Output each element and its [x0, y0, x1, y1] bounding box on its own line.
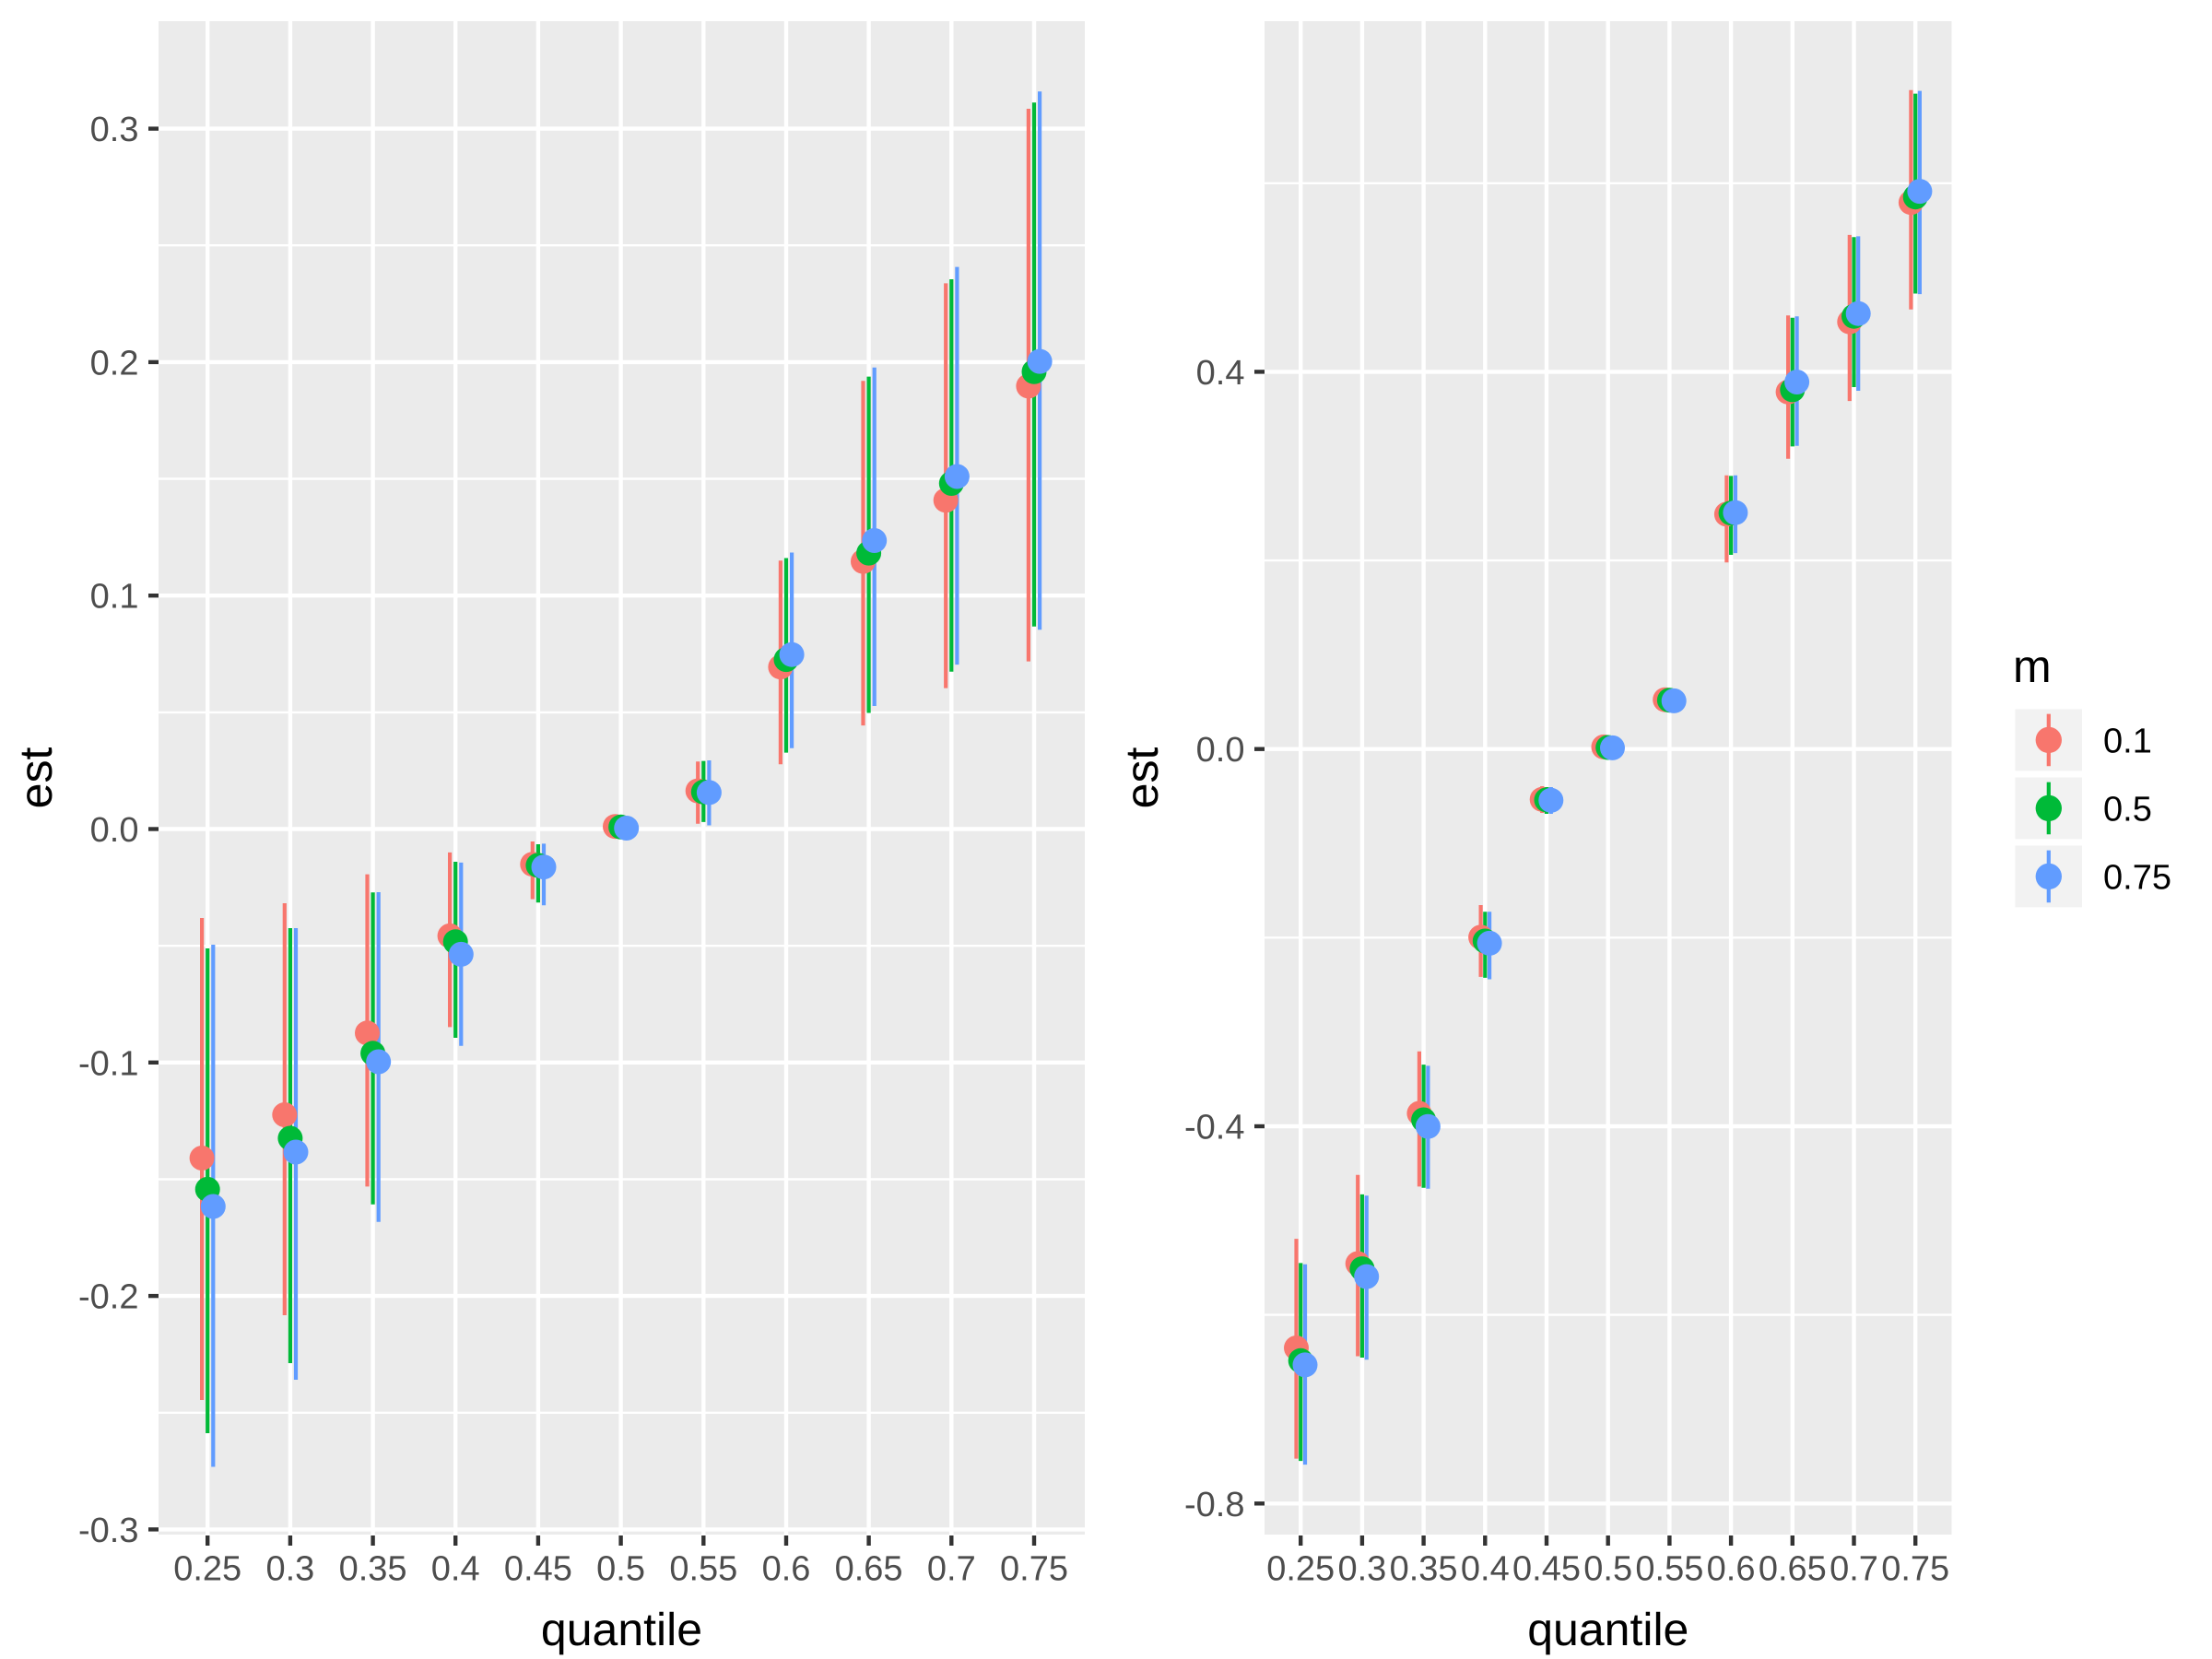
svg-text:0.4: 0.4 — [431, 1550, 480, 1589]
svg-text:0.5: 0.5 — [2103, 790, 2152, 829]
svg-text:0.55: 0.55 — [1635, 1550, 1703, 1589]
svg-text:-0.4: -0.4 — [1184, 1109, 1244, 1147]
svg-text:0.75: 0.75 — [1881, 1550, 1949, 1589]
svg-text:0.25: 0.25 — [1266, 1550, 1335, 1589]
svg-text:0.45: 0.45 — [1512, 1550, 1581, 1589]
svg-text:0.75: 0.75 — [1000, 1550, 1068, 1589]
svg-text:0.4: 0.4 — [1461, 1550, 1510, 1589]
svg-text:0.4: 0.4 — [1196, 354, 1245, 393]
svg-text:est: est — [10, 747, 62, 809]
svg-text:quantile: quantile — [541, 1604, 702, 1655]
svg-text:0.3: 0.3 — [265, 1550, 314, 1589]
svg-text:0.75: 0.75 — [2103, 858, 2171, 897]
svg-text:0.45: 0.45 — [504, 1550, 572, 1589]
svg-text:-0.2: -0.2 — [78, 1278, 138, 1317]
svg-text:0.35: 0.35 — [1390, 1550, 1458, 1589]
svg-text:0.25: 0.25 — [173, 1550, 241, 1589]
svg-text:0.35: 0.35 — [339, 1550, 407, 1589]
svg-text:-0.3: -0.3 — [78, 1512, 138, 1550]
svg-text:0.1: 0.1 — [2103, 722, 2152, 760]
svg-text:m: m — [2013, 641, 2052, 692]
svg-text:0.6: 0.6 — [1707, 1550, 1756, 1589]
svg-text:0.65: 0.65 — [1759, 1550, 1827, 1589]
svg-text:0.55: 0.55 — [669, 1550, 737, 1589]
svg-text:0.6: 0.6 — [762, 1550, 811, 1589]
svg-text:est: est — [1116, 747, 1168, 809]
svg-text:-0.1: -0.1 — [78, 1044, 138, 1083]
svg-text:0.0: 0.0 — [90, 811, 139, 850]
svg-text:0.65: 0.65 — [835, 1550, 903, 1589]
svg-text:0.7: 0.7 — [1830, 1550, 1878, 1589]
svg-text:0.3: 0.3 — [1337, 1550, 1386, 1589]
svg-text:0.3: 0.3 — [90, 111, 139, 149]
svg-text:0.0: 0.0 — [1196, 731, 1245, 770]
svg-text:0.5: 0.5 — [596, 1550, 645, 1589]
svg-text:quantile: quantile — [1527, 1604, 1688, 1655]
svg-text:-0.8: -0.8 — [1184, 1486, 1244, 1524]
svg-text:0.5: 0.5 — [1583, 1550, 1632, 1589]
svg-text:0.2: 0.2 — [90, 344, 139, 382]
svg-text:0.1: 0.1 — [90, 578, 139, 617]
svg-text:0.7: 0.7 — [927, 1550, 976, 1589]
